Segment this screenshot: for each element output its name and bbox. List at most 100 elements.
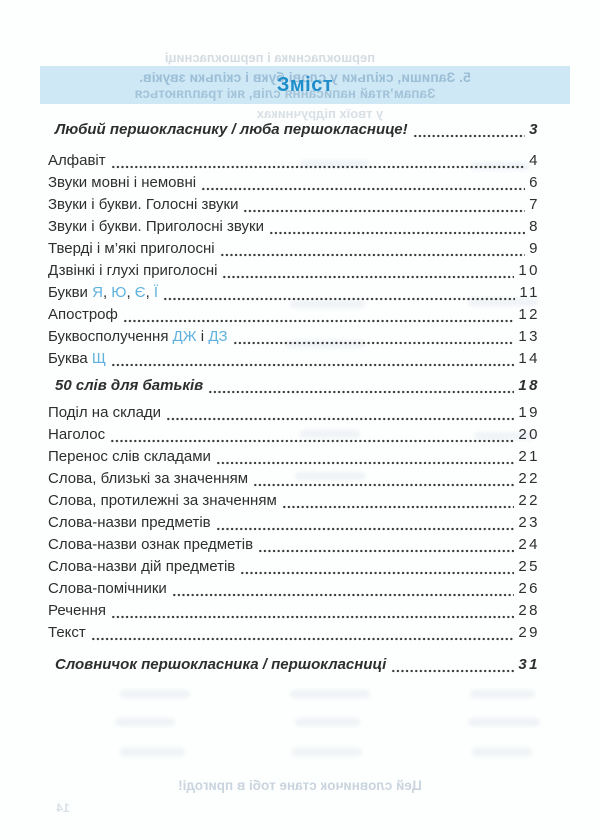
toc-entry: Речення 28	[48, 599, 540, 621]
toc-label-text: Перенос слів складами	[48, 448, 211, 465]
dot-leader	[222, 265, 515, 279]
toc-entry-label: Букви Я, Ю, Є, Ї	[48, 283, 158, 303]
toc-entry-label: Слова-назви ознак предметів	[48, 535, 253, 555]
toc-entry: Буква Щ 14	[48, 347, 540, 369]
toc-entry-label: Звуки мовні і немовні	[48, 173, 196, 193]
page-number: 26	[518, 580, 540, 597]
toc-entry-label: Слова, близькі за значенням	[48, 469, 248, 489]
dot-leader	[219, 243, 526, 257]
toc-label-text: Слова-назви ознак предметів	[48, 536, 254, 553]
page-number: 22	[518, 470, 540, 487]
toc-label-text: ,	[145, 284, 154, 301]
dot-leader	[268, 221, 526, 235]
toc-entry-label: Звуки і букви. Голосні звуки	[48, 195, 238, 215]
page-number: 31	[518, 656, 540, 673]
toc-entry: Дзвінкі і глухі приголосні 10	[48, 259, 540, 281]
bleed-through-smudge	[470, 690, 535, 698]
toc-label-text: Алфавіт	[48, 152, 106, 169]
toc-label-text: і	[196, 328, 209, 345]
dot-leader	[110, 429, 515, 443]
toc-entry-label: Слова, протилежні за значенням	[48, 491, 277, 511]
toc-entry: Алфавіт 4	[48, 149, 540, 171]
toc-label-text: Звуки і букви. Приголосні звуки	[48, 218, 264, 235]
dot-leader	[215, 451, 515, 465]
page-number: 14	[518, 350, 540, 367]
dot-leader	[111, 605, 515, 619]
toc-label-text: Букви	[48, 284, 93, 301]
page-number: 10	[518, 262, 540, 279]
toc-label-text: Звуки мовні і немовні	[48, 174, 197, 191]
toc-label-text: Любий першокласнику / люба першокласнице…	[55, 121, 408, 138]
dot-leader	[163, 287, 516, 301]
page-title: Зміст	[276, 73, 334, 96]
dot-leader	[110, 155, 526, 169]
toc-label-text: Поділ на склади	[48, 404, 162, 421]
toc-entry-label: Поділ на склади	[48, 403, 161, 423]
page-number: 22	[518, 492, 540, 509]
toc-entry-label: Слова-помічники	[48, 579, 167, 599]
toc-entry-label: Перенос слів складами	[48, 447, 211, 467]
page-number: 29	[518, 624, 540, 641]
page-number: 28	[518, 602, 540, 619]
toc-label-text: Слова-назви дій предметів	[48, 558, 236, 575]
toc-entry: Тверді і м’які приголосні 9	[48, 237, 540, 259]
dot-leader	[232, 331, 515, 345]
toc-entry: Слова-помічники 26	[48, 577, 540, 599]
toc-label-text: Речення	[48, 602, 107, 619]
toc-entry-label: Алфавіт	[48, 151, 106, 171]
toc-accent-letter: Щ	[91, 350, 106, 367]
toc-entry: Слова-назви ознак предметів 24	[48, 533, 540, 555]
page-number: 9	[529, 240, 540, 257]
toc-entry: Звуки мовні і немовні 6	[48, 171, 540, 193]
toc-entry: Поділ на склади 19	[48, 401, 540, 423]
toc-entry-label: Тверді і м’які приголосні	[48, 239, 215, 259]
dot-leader	[215, 517, 515, 531]
toc-label-text: Тверді і м’які приголосні	[48, 240, 215, 257]
toc-entry: Слова-назви предметів 23	[48, 511, 540, 533]
page-number: 3	[529, 121, 540, 138]
dot-leader	[166, 407, 515, 421]
toc-entry-label: Дзвінкі і глухі приголосні	[48, 261, 217, 281]
bleed-through-smudge	[472, 748, 532, 756]
toc-label-text: Слова, близькі за значенням	[48, 470, 249, 487]
page-number: 18	[518, 377, 540, 394]
toc-entry-label: Буквосполучення ДЖ і ДЗ	[48, 327, 228, 347]
page-number: 21	[518, 448, 540, 465]
toc-label-text: Текст	[48, 624, 86, 641]
bleed-through-smudge	[115, 718, 175, 726]
toc-entry: Слова-назви дій предметів 25	[48, 555, 540, 577]
toc-label-text: Буквосполучення	[48, 328, 173, 345]
page-number: 8	[529, 218, 540, 235]
toc-accent-letter: Є	[134, 284, 146, 301]
toc-entry-label: Текст	[48, 623, 86, 643]
page-number: 6	[529, 174, 540, 191]
toc-entry: Букви Я, Ю, Є, Ї 11	[48, 281, 540, 303]
toc-label-text: Буква	[48, 350, 92, 367]
toc-entry: Наголос 20	[48, 423, 540, 445]
toc-label-text: Дзвінкі і глухі приголосні	[48, 262, 218, 279]
dot-leader	[240, 561, 515, 575]
toc-label-text: Словничок першокласника / першокласниці	[55, 656, 387, 673]
toc-accent-letter: Я	[92, 284, 103, 301]
toc-entry-label: Речення	[48, 601, 106, 621]
page-number: 19	[518, 404, 540, 421]
dot-leader	[391, 659, 515, 673]
toc-entry: Словничок першокласника / першокласниці 3…	[48, 653, 540, 675]
dot-leader	[258, 539, 515, 553]
dot-leader	[122, 309, 515, 323]
toc-entry: Апостроф 12	[48, 303, 540, 325]
dot-leader	[243, 199, 526, 213]
toc-label-text: Наголос	[48, 426, 106, 443]
page-number: 20	[518, 426, 540, 443]
toc-entry: Звуки і букви. Приголосні звуки 8	[48, 215, 540, 237]
toc-label-text: Слова-назви предметів	[48, 514, 211, 531]
toc-entry: Текст 29	[48, 621, 540, 643]
toc-label-text: 50 слів для батьків	[55, 377, 204, 394]
dot-leader	[412, 124, 526, 138]
toc-entry: Буквосполучення ДЖ і ДЗ 13	[48, 325, 540, 347]
toc-entry: Слова, близькі за значенням 22	[48, 467, 540, 489]
toc-label-text: ,	[126, 284, 135, 301]
toc-entry-label: Слова-назви предметів	[48, 513, 211, 533]
contents-header-band: 5. Запиши, скільки у слові букв і скільк…	[40, 66, 570, 104]
